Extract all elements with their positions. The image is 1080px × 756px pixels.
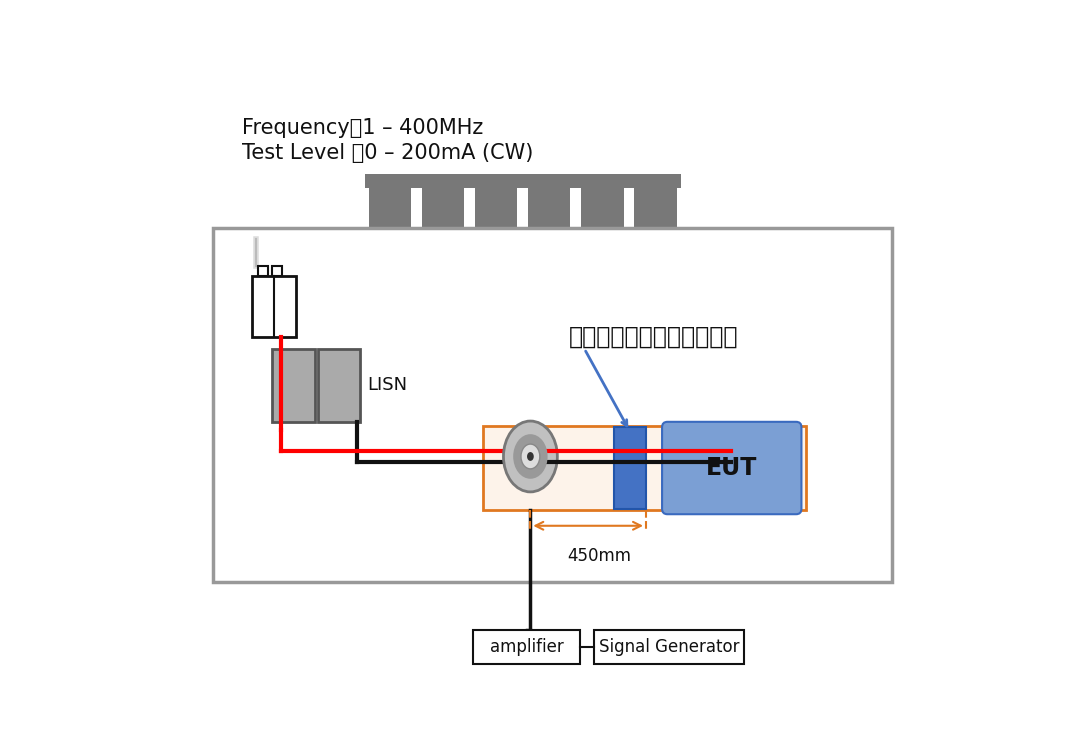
Bar: [528, 174, 570, 229]
Bar: [213, 228, 892, 582]
Bar: [483, 426, 806, 510]
Bar: [258, 266, 268, 275]
Text: Test Level ：0 – 200mA (CW): Test Level ：0 – 200mA (CW): [242, 143, 534, 163]
Bar: [368, 174, 411, 229]
Bar: [594, 630, 744, 664]
Bar: [252, 275, 296, 337]
Text: EUT: EUT: [706, 456, 757, 480]
Bar: [422, 174, 464, 229]
Text: amplifier: amplifier: [489, 637, 564, 655]
Ellipse shape: [521, 444, 540, 469]
Ellipse shape: [514, 435, 546, 478]
Text: LISN: LISN: [367, 376, 407, 394]
Bar: [634, 174, 677, 229]
Ellipse shape: [527, 452, 534, 461]
Bar: [581, 174, 623, 229]
Bar: [272, 349, 314, 422]
Bar: [272, 266, 283, 275]
Text: Signal Generator: Signal Generator: [598, 637, 739, 655]
Text: Frequency：1 – 400MHz: Frequency：1 – 400MHz: [242, 118, 483, 138]
Bar: [318, 349, 361, 422]
FancyBboxPatch shape: [662, 422, 801, 514]
Bar: [475, 174, 517, 229]
Bar: [613, 427, 646, 509]
Bar: [365, 174, 680, 187]
Text: 安装了共模拼流线圈的基板: 安装了共模拼流线圈的基板: [569, 325, 739, 349]
Ellipse shape: [503, 421, 557, 492]
Text: 450mm: 450mm: [568, 547, 632, 565]
Bar: [473, 630, 580, 664]
